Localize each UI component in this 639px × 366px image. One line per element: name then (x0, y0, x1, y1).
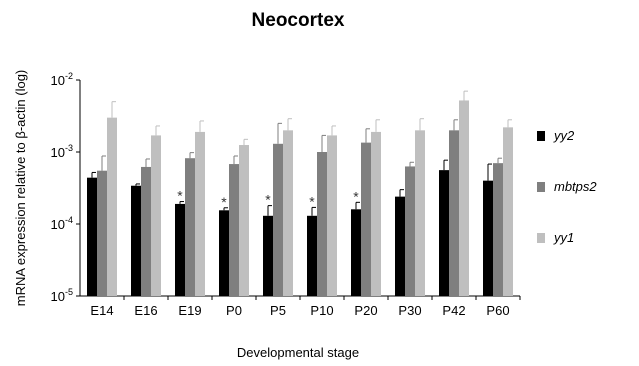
chart-title: Neocortex (252, 10, 345, 31)
y-tick-label: 10-2 (51, 71, 73, 88)
x-tick-label: P20 (354, 303, 377, 318)
x-tick-label: P60 (486, 303, 509, 318)
bar-yy2 (263, 215, 273, 296)
bar-yy1 (415, 130, 425, 296)
legend-swatch-mbtps2 (537, 182, 545, 192)
bar-yy1 (151, 135, 161, 296)
y-tick-label: 10-3 (51, 143, 73, 160)
bar-mbtps2 (185, 158, 195, 296)
x-tick-label: P10 (310, 303, 333, 318)
bar-yy2 (483, 180, 493, 296)
bar-mbtps2 (493, 163, 503, 296)
x-tick-label: E14 (90, 303, 113, 318)
y-axis-label: mRNA expression relative to β-actin (log… (13, 70, 28, 307)
bar-yy1 (503, 127, 513, 296)
significance-star: * (221, 194, 227, 210)
bar-yy2 (439, 170, 449, 296)
bar-yy1 (459, 100, 469, 297)
bar-mbtps2 (97, 170, 107, 296)
bar-yy1 (239, 145, 249, 296)
significance-star: * (309, 193, 315, 209)
bar-yy1 (283, 130, 293, 296)
legend-swatch-yy1 (537, 233, 545, 243)
x-tick-label: E19 (178, 303, 201, 318)
bar-yy1 (195, 131, 205, 296)
bar-mbtps2 (273, 143, 283, 296)
bar-yy2 (131, 185, 141, 296)
x-tick-label: P5 (270, 303, 286, 318)
plot-area: 10-5 10-4 10-3 10-2 E14 E16 E19 * P0 * P5 * P10 * P20 *… (51, 71, 521, 318)
significance-star: * (177, 188, 183, 204)
bar-mbtps2 (317, 152, 327, 296)
legend-label-mbtps2: mbtps2 (554, 179, 597, 194)
bar-yy2 (307, 215, 317, 296)
bar-mbtps2 (141, 166, 151, 296)
x-tick-label: P0 (226, 303, 242, 318)
bar-mbtps2 (449, 130, 459, 296)
x-axis-label: Developmental stage (237, 345, 359, 360)
bar-yy2 (175, 203, 185, 296)
legend-swatch-yy2 (537, 131, 545, 141)
bar-yy2 (395, 196, 405, 296)
bar-mbtps2 (405, 166, 415, 296)
bar-mbtps2 (361, 142, 371, 296)
legend: yy2 mbtps2 yy1 (537, 128, 597, 245)
significance-star: * (265, 192, 271, 208)
legend-label-yy2: yy2 (553, 128, 575, 143)
significance-star: * (353, 188, 359, 204)
bar-yy1 (327, 135, 337, 296)
x-tick-label: P42 (442, 303, 465, 318)
y-tick-label: 10-5 (51, 287, 73, 304)
bar-yy2 (219, 210, 229, 296)
bar-yy1 (107, 117, 117, 296)
x-tick-label: E16 (134, 303, 157, 318)
bar-yy2 (351, 209, 361, 296)
x-tick-label: P30 (398, 303, 421, 318)
y-tick-label: 10-4 (51, 215, 73, 232)
bar-yy1 (371, 131, 381, 296)
bar-mbtps2 (229, 164, 239, 296)
bar-yy2 (87, 177, 97, 296)
legend-label-yy1: yy1 (553, 230, 574, 245)
